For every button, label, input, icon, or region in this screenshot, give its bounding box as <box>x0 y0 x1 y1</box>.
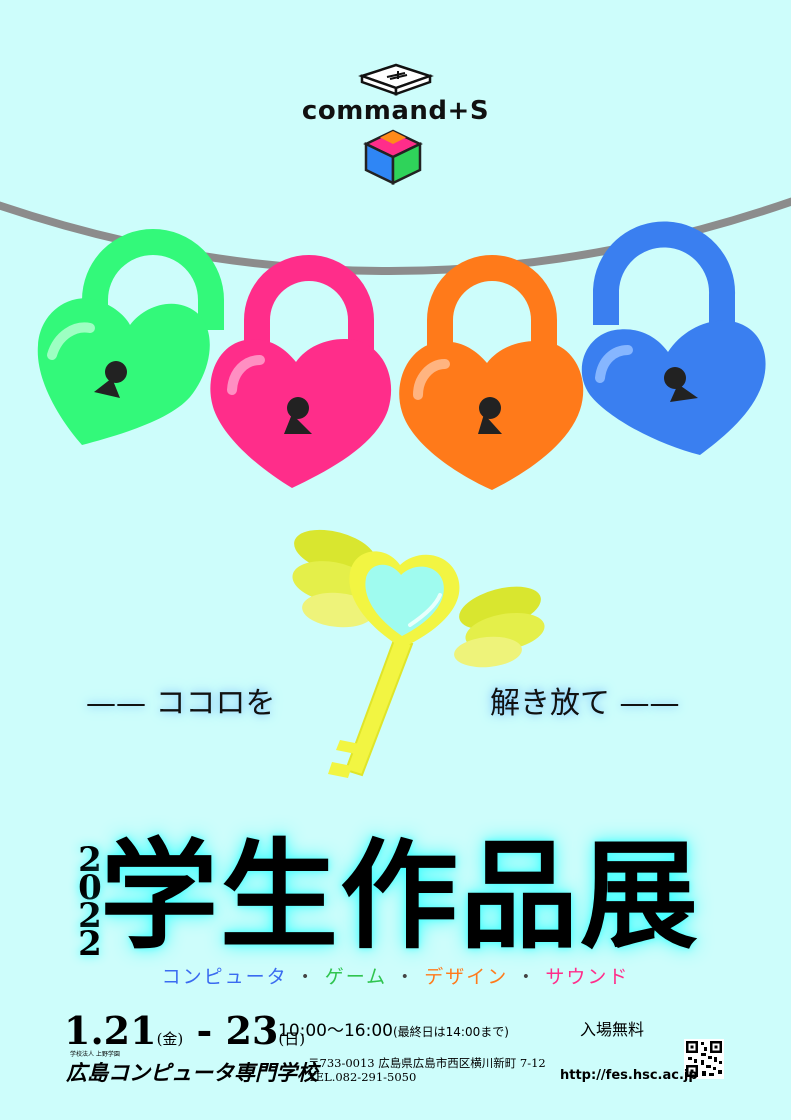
padlock-blue <box>581 221 766 455</box>
school-name: 広島コンピュータ専門学校 <box>66 1061 318 1085</box>
date-end: 23 <box>225 1008 279 1053</box>
year-digit: 2 <box>78 924 102 964</box>
color-cube-icon <box>363 129 423 185</box>
padlock-pink <box>210 255 392 488</box>
padlock-green <box>37 229 224 445</box>
genre-separator: ・ <box>395 966 417 988</box>
genre-separator: ・ <box>516 966 538 988</box>
genre-list: コンピュータ ・ ゲーム ・ デザイン ・ サウンド <box>0 962 791 989</box>
winged-key-illustration <box>292 529 545 778</box>
time-range: 10:00～16:00 <box>278 1021 393 1041</box>
event-time: 10:00～16:00(最終日は14:00まで) <box>278 1016 509 1041</box>
date-start: 1.21 <box>64 1008 157 1053</box>
hanging-padlocks <box>0 197 791 490</box>
tagline-right: 解き放て —— <box>490 686 680 721</box>
school-corporation: 学校法人 上野学園 <box>70 1051 120 1058</box>
event-year: 2 0 2 2 <box>70 840 110 964</box>
keyboard-key-icon <box>358 63 434 96</box>
genre-computer: コンピュータ <box>161 966 288 988</box>
genre-separator: ・ <box>295 966 317 988</box>
year-digit: 2 <box>78 896 102 936</box>
genre-sound: サウンド <box>545 966 630 988</box>
school-contact: 〒733-0013 広島県広島市西区横川新町 7-12 TEL.082-291-… <box>308 1056 546 1084</box>
date-start-day: (金) <box>156 1030 184 1048</box>
right-wing <box>454 586 545 668</box>
website-link[interactable]: http://fes.hsc.ac.jp <box>560 1068 698 1083</box>
event-date: 1.21(金) - 23(日) <box>64 1008 305 1053</box>
school-tel: TEL.082-291-5050 <box>308 1070 417 1084</box>
genre-game: ゲーム <box>324 966 388 988</box>
qr-code-icon[interactable] <box>684 1039 724 1079</box>
logo-wordmark: command+S <box>301 96 490 126</box>
date-end-day: (日) <box>278 1030 306 1048</box>
date-separator: - <box>196 1008 213 1053</box>
admission-free: 入場無料 <box>580 1020 645 1039</box>
time-note: (最終日は14:00まで) <box>392 1025 509 1039</box>
year-digit: 0 <box>78 868 102 908</box>
year-digit: 2 <box>78 840 102 880</box>
tagline-left: —— ココロを <box>86 686 276 721</box>
school-address: 〒733-0013 広島県広島市西区横川新町 7-12 <box>308 1056 546 1070</box>
event-title: 学生作品展 <box>100 826 701 965</box>
padlock-orange <box>399 255 584 490</box>
genre-design: デザイン <box>424 966 509 988</box>
